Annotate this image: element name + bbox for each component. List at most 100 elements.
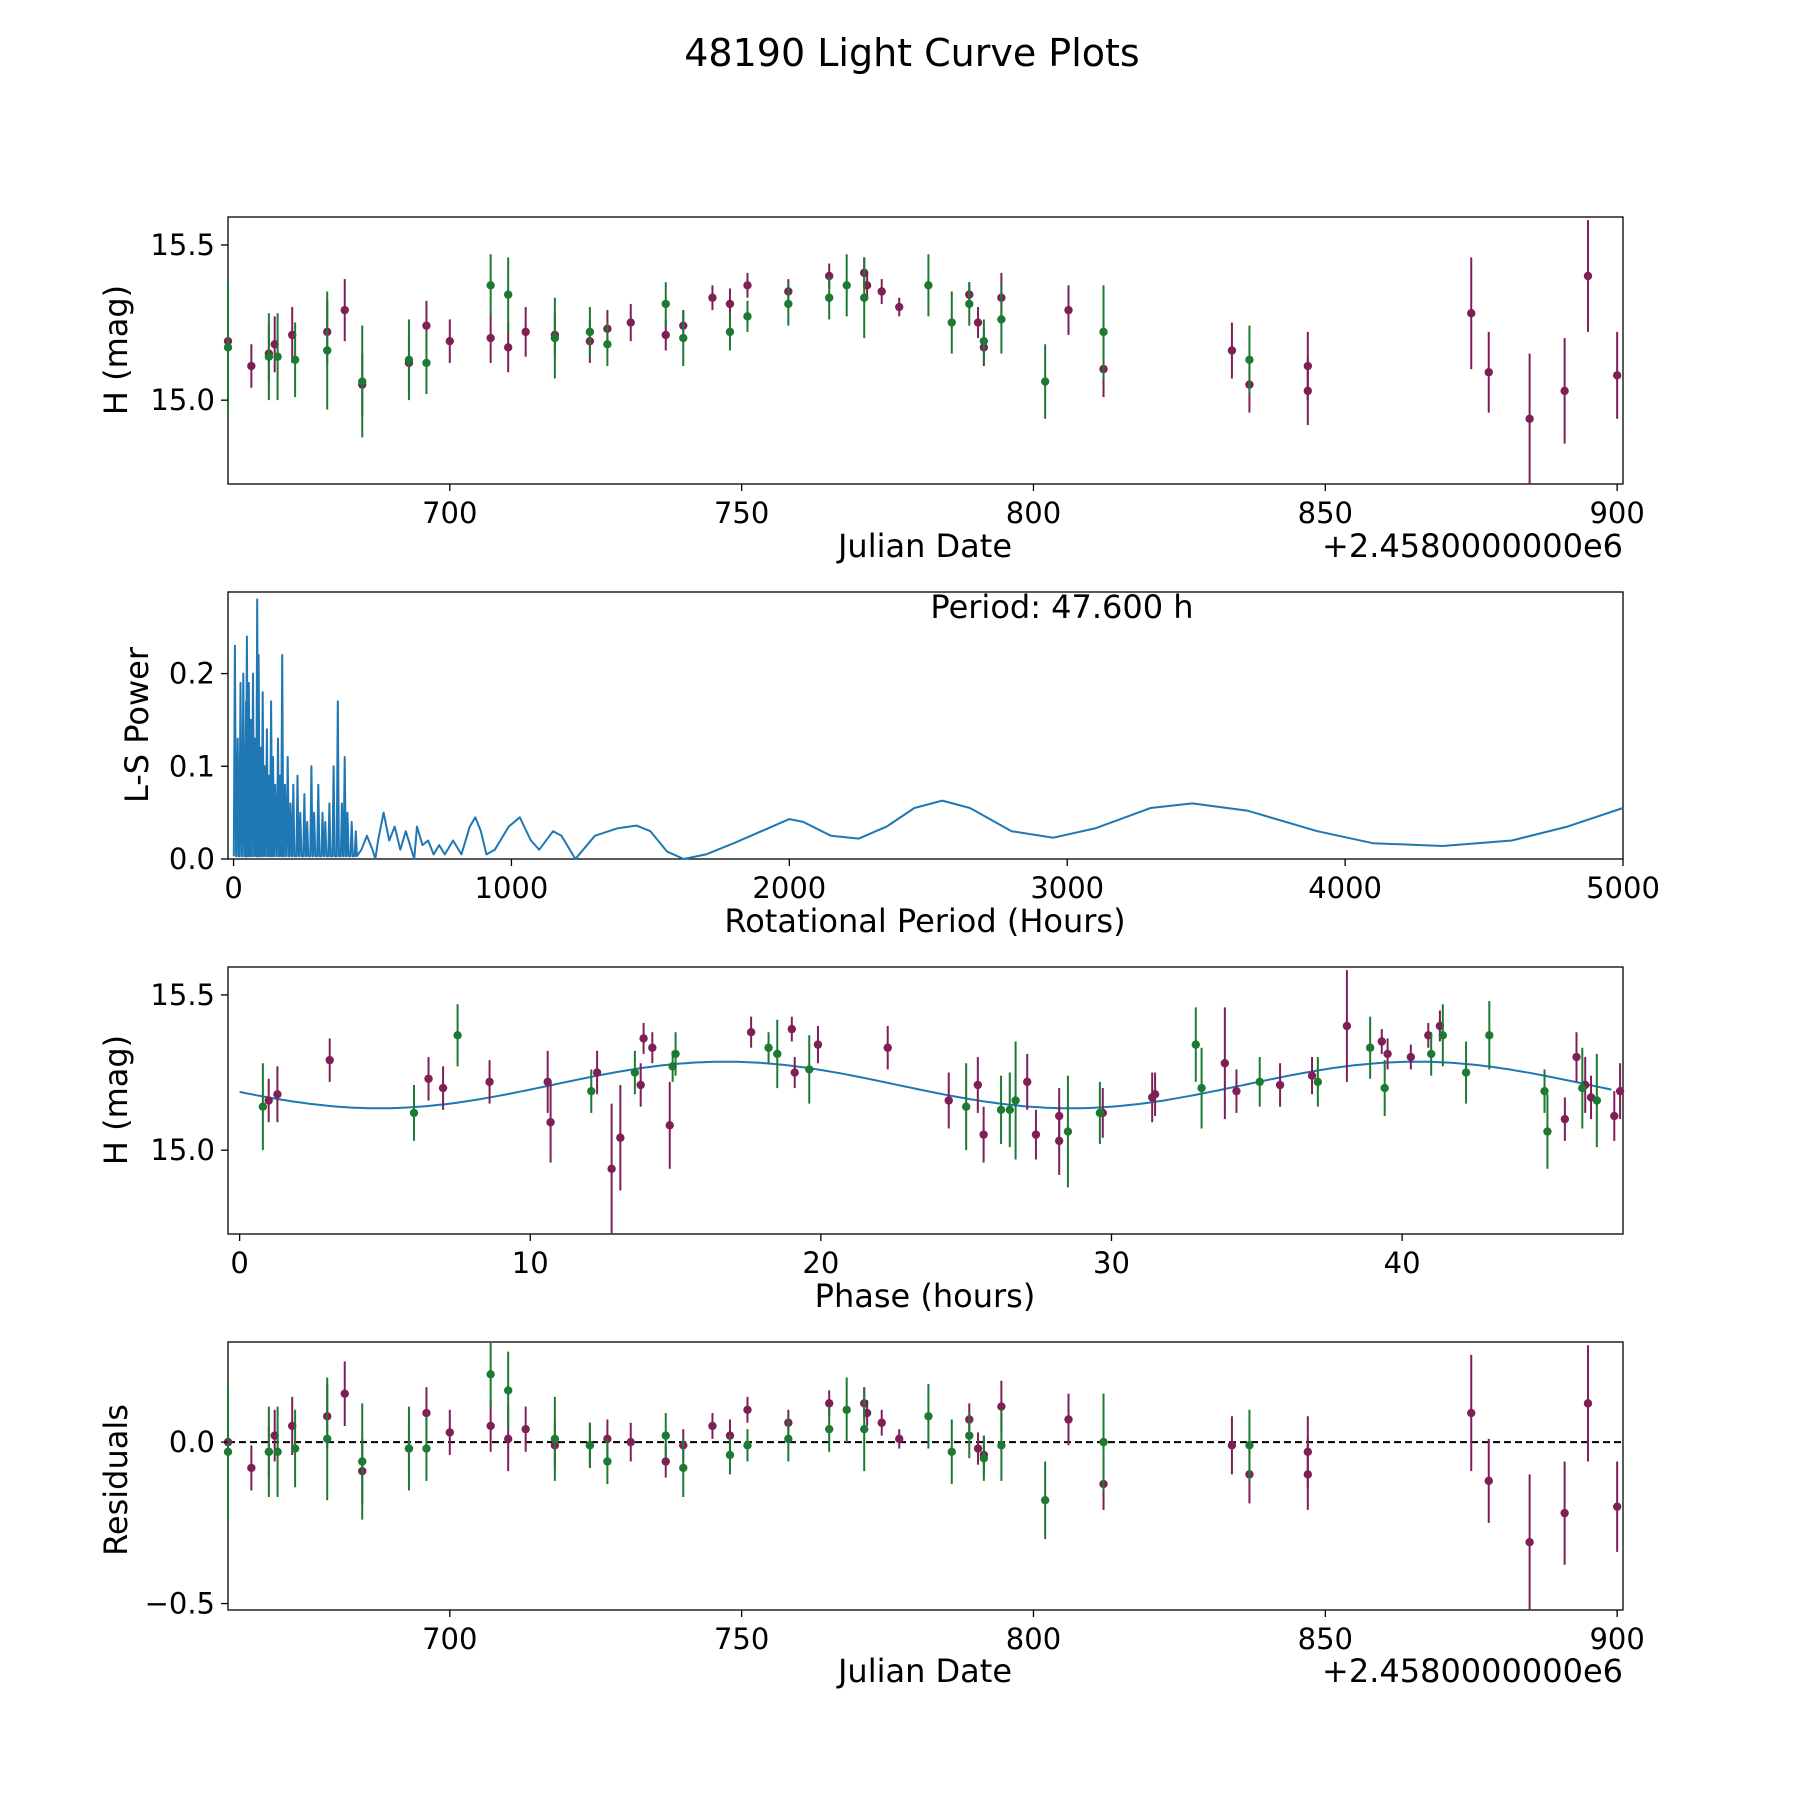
data-point-maroon [1525, 414, 1534, 424]
periodogram-ylabel: L-S Power [118, 646, 156, 803]
phased-xtick-label: 30 [1093, 1246, 1130, 1280]
residuals-frame [227, 1341, 1624, 1611]
lightcurve-ylabel: H (mag) [97, 285, 135, 415]
periodogram-panel: 0 1000 2000 3000 4000 5000 0.0 0.1 0.2 Period: 4… [118, 588, 1660, 940]
data-point-maroon [1610, 1111, 1619, 1121]
data-point-green [404, 355, 414, 365]
data-point-maroon [1031, 1130, 1041, 1139]
phased-ylabel: H (mag) [97, 1035, 135, 1165]
data-point-maroon [1467, 309, 1476, 318]
data-point-green [725, 1450, 735, 1460]
data-point-green [1365, 1043, 1375, 1052]
data-point-maroon [725, 299, 735, 309]
data-point-maroon [824, 271, 834, 281]
data-point-green [824, 1424, 834, 1434]
data-point-green [503, 1386, 513, 1395]
data-point-maroon [979, 1130, 988, 1139]
data-point-green [773, 1049, 782, 1059]
data-point-maroon [661, 1457, 670, 1466]
data-point-maroon [1377, 1037, 1386, 1046]
data-point-maroon [1023, 1077, 1032, 1087]
data-point-maroon [1560, 1114, 1570, 1124]
data-point-green [997, 1441, 1006, 1450]
data-point-maroon [895, 1434, 904, 1444]
data-point-green [404, 1444, 414, 1453]
data-point-green [258, 1102, 268, 1111]
data-point-green [764, 1043, 773, 1052]
data-point-maroon [422, 1408, 431, 1418]
data-point-green [264, 352, 274, 361]
data-point-green [1040, 1496, 1050, 1505]
phased-panel: 0 10 20 30 40 15.0 15.5 Phase (hours) H (mag) [97, 966, 1625, 1315]
data-point-maroon [422, 321, 431, 330]
data-point-maroon [1612, 371, 1622, 380]
data-point-green [1485, 1031, 1494, 1040]
lightcurve-xtick-label: 800 [1006, 496, 1061, 530]
lightcurve-frame [227, 216, 1624, 485]
data-point-green [603, 1457, 612, 1466]
data-point-green [661, 1431, 670, 1440]
data-point-maroon [636, 1080, 645, 1090]
data-point-maroon [445, 1428, 454, 1437]
data-point-green [290, 1444, 300, 1453]
data-point-maroon [1484, 1476, 1493, 1486]
data-point-maroon [1612, 1502, 1622, 1511]
data-point-maroon [438, 1083, 448, 1093]
data-point-green [679, 333, 688, 343]
data-point-green [550, 333, 560, 343]
data-point-green [1005, 1105, 1014, 1115]
data-point-green [1578, 1083, 1587, 1093]
data-point-green [453, 1031, 462, 1040]
phased-xtick-label: 20 [802, 1246, 839, 1280]
periodogram-ticks: 0 1000 2000 3000 4000 5000 0.0 0.1 0.2 [169, 657, 1660, 905]
data-point-maroon [665, 1121, 674, 1130]
data-point-maroon [1406, 1052, 1416, 1062]
data-point-maroon [877, 287, 886, 296]
residuals-ticks: 700 750 800 850 900 −0.5 0.0 [145, 1425, 1645, 1656]
data-point-maroon [1054, 1136, 1064, 1146]
data-point-maroon [1150, 1090, 1160, 1099]
data-point-green [1245, 355, 1254, 365]
data-point-maroon [746, 1027, 756, 1037]
data-point-green [947, 1447, 956, 1456]
residuals-ylabel: Residuals [97, 1404, 135, 1556]
residuals-xlabel: Julian Date [836, 1652, 1012, 1690]
residuals-xtick-label: 750 [714, 1622, 769, 1656]
data-point-green [486, 1370, 495, 1379]
data-point-green [550, 1434, 560, 1444]
data-point-green [924, 1412, 933, 1421]
data-point-maroon [1303, 1470, 1313, 1479]
data-point-green [1255, 1077, 1264, 1087]
data-point-green [679, 1463, 688, 1473]
data-point-maroon [790, 1068, 799, 1077]
data-point-green [358, 377, 367, 386]
phased-xtick-label: 10 [512, 1246, 549, 1280]
data-point-maroon [973, 318, 983, 327]
data-point-maroon [273, 1090, 282, 1099]
data-point-maroon [626, 318, 635, 327]
residuals-ytick-label: −0.5 [145, 1587, 215, 1621]
data-point-green [1592, 1096, 1602, 1105]
data-point-maroon [521, 327, 530, 337]
data-point-maroon [1064, 305, 1073, 315]
data-point-maroon [1560, 386, 1569, 396]
data-point-green [965, 299, 974, 309]
lightcurve-xtick-label: 850 [1298, 496, 1353, 530]
periodogram-frame [227, 591, 1624, 860]
data-point-green [1426, 1049, 1436, 1059]
data-point-maroon [247, 361, 256, 371]
data-point-maroon [997, 1402, 1006, 1411]
data-point-maroon [1303, 386, 1313, 396]
data-point-green [1040, 377, 1050, 386]
data-point-green [824, 293, 834, 302]
data-point-green [784, 1434, 793, 1444]
data-point-green [947, 318, 956, 327]
data-point-green [805, 1065, 814, 1074]
data-point-green [1438, 1031, 1448, 1040]
data-point-maroon [1275, 1080, 1285, 1090]
data-point-green [860, 293, 869, 302]
data-point-green [924, 281, 933, 290]
data-point-green [743, 312, 752, 321]
periodogram-xtick-label: 5000 [1586, 871, 1660, 905]
data-point-maroon [1467, 1408, 1476, 1418]
